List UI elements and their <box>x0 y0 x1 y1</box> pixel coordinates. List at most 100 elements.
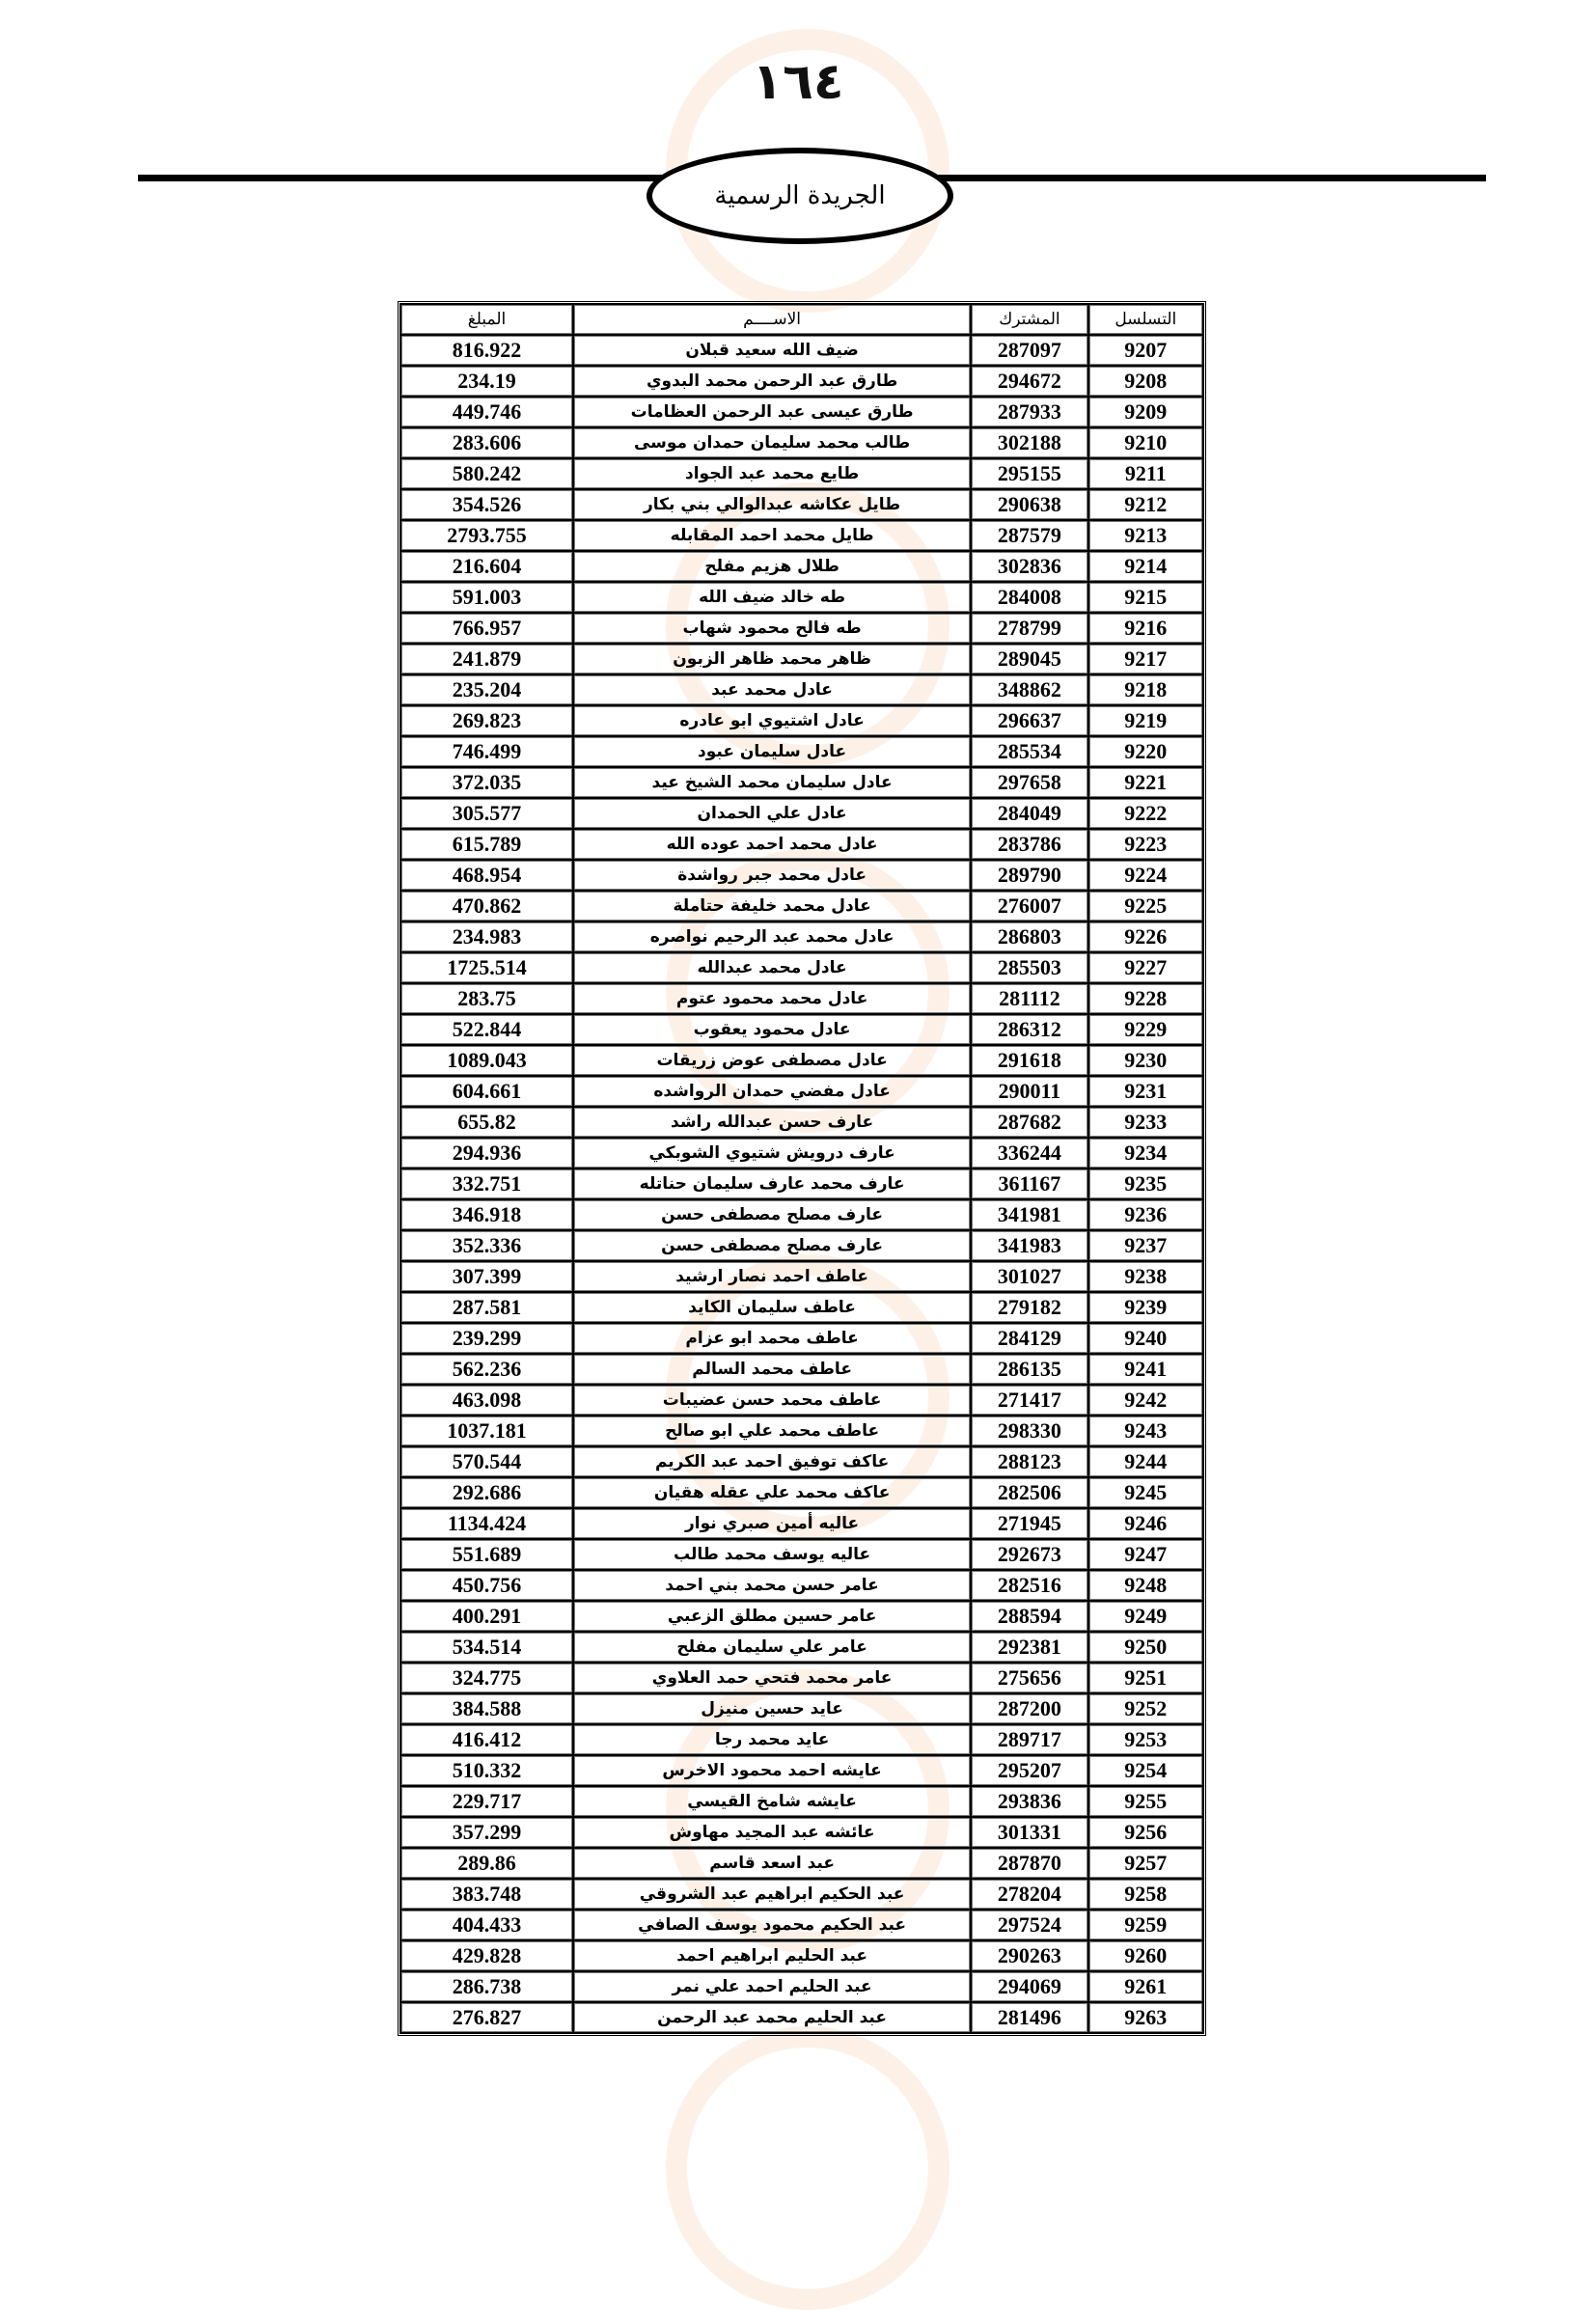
cell-name: عاليه أمين صبري نوار <box>572 1508 972 1539</box>
cell-subscriber: 284129 <box>971 1323 1088 1354</box>
cell-amount: 287.581 <box>400 1292 573 1323</box>
cell-amount: 2793.755 <box>400 520 573 551</box>
cell-sequence: 9235 <box>1087 1169 1203 1199</box>
table-row: 9211 295155 طايع محمد عبد الجواد 580.242 <box>400 458 1203 489</box>
cell-sequence: 9236 <box>1087 1199 1203 1230</box>
cell-name: عاكف توفيق احمد عبد الكريم <box>572 1446 972 1477</box>
cell-amount: 292.686 <box>400 1477 573 1508</box>
table-row: 9217 289045 ظاهر محمد ظاهر الزبون 241.879 <box>400 644 1203 674</box>
cell-name: عبد الحليم احمد علي نمر <box>572 1971 972 2002</box>
cell-subscriber: 289790 <box>971 860 1088 891</box>
table-row: 9240 284129 عاطف محمد ابو عزام 239.299 <box>400 1323 1203 1354</box>
cell-subscriber: 294069 <box>971 1971 1088 2002</box>
cell-name: طارق عيسى عبد الرحمن العظامات <box>572 397 972 427</box>
cell-sequence: 9225 <box>1087 891 1203 921</box>
cell-subscriber: 336244 <box>971 1138 1088 1169</box>
cell-name: عاطف محمد ابو عزام <box>572 1323 972 1354</box>
cell-sequence: 9220 <box>1087 736 1203 767</box>
cell-name: عارف مصلح مصطفى حسن <box>572 1230 972 1261</box>
table-row: 9218 348862 عادل محمد عبد 235.204 <box>400 674 1203 705</box>
cell-amount: 562.236 <box>400 1354 573 1385</box>
cell-amount: 307.399 <box>400 1261 573 1292</box>
cell-subscriber: 361167 <box>971 1169 1088 1199</box>
cell-subscriber: 297524 <box>971 1910 1088 1940</box>
cell-subscriber: 289045 <box>971 644 1088 674</box>
cell-sequence: 9219 <box>1087 705 1203 736</box>
cell-sequence: 9213 <box>1087 520 1203 551</box>
cell-name: عايد محمد رجا <box>572 1724 972 1755</box>
cell-sequence: 9231 <box>1087 1076 1203 1107</box>
cell-name: عادل محمد محمود عتوم <box>572 983 972 1014</box>
cell-sequence: 9226 <box>1087 921 1203 952</box>
cell-sequence: 9222 <box>1087 798 1203 829</box>
cell-subscriber: 292673 <box>971 1539 1088 1570</box>
cell-subscriber: 287200 <box>971 1693 1088 1724</box>
cell-subscriber: 281112 <box>971 983 1088 1014</box>
cell-sequence: 9244 <box>1087 1446 1203 1477</box>
cell-subscriber: 284049 <box>971 798 1088 829</box>
cell-amount: 429.828 <box>400 1940 573 1971</box>
cell-sequence: 9259 <box>1087 1910 1203 1940</box>
cell-sequence: 9238 <box>1087 1261 1203 1292</box>
cell-subscriber: 285503 <box>971 952 1088 983</box>
table-row: 9213 287579 طايل محمد احمد المقابله 2793.75… <box>400 520 1203 551</box>
cell-subscriber: 281496 <box>971 2002 1088 2033</box>
cell-amount: 655.82 <box>400 1107 573 1138</box>
table-row: 9219 296637 عادل اشتيوي ابو عادره 269.823 <box>400 705 1203 736</box>
table-row: 9253 289717 عايد محمد رجا 416.412 <box>400 1724 1203 1755</box>
cell-name: عادل محمد جبر رواشدة <box>572 860 972 891</box>
cell-amount: 384.588 <box>400 1693 573 1724</box>
cell-sequence: 9230 <box>1087 1045 1203 1076</box>
cell-sequence: 9207 <box>1087 335 1203 366</box>
cell-amount: 1134.424 <box>400 1508 573 1539</box>
cell-amount: 289.86 <box>400 1848 573 1879</box>
column-header-amount: المبلغ <box>400 304 573 335</box>
cell-name: طه خالد ضيف الله <box>572 582 972 613</box>
cell-sequence: 9263 <box>1087 2002 1203 2033</box>
cell-subscriber: 282506 <box>971 1477 1088 1508</box>
cell-amount: 816.922 <box>400 335 573 366</box>
column-header-subscriber: المشترك <box>971 304 1088 335</box>
cell-sequence: 9246 <box>1087 1508 1203 1539</box>
cell-amount: 239.299 <box>400 1323 573 1354</box>
cell-subscriber: 302188 <box>971 427 1088 458</box>
cell-subscriber: 295207 <box>971 1755 1088 1786</box>
cell-name: عاطف محمد علي ابو صالح <box>572 1416 972 1446</box>
cell-sequence: 9253 <box>1087 1724 1203 1755</box>
table-row: 9260 290263 عبد الحليم ابراهيم احمد 429.828 <box>400 1940 1203 1971</box>
cell-amount: 234.983 <box>400 921 573 952</box>
cell-sequence: 9243 <box>1087 1416 1203 1446</box>
cell-subscriber: 287097 <box>971 335 1088 366</box>
table-row: 9258 278204 عبد الحكيم ابراهيم عبد الشروقي… <box>400 1879 1203 1910</box>
cell-name: عادل اشتيوي ابو عادره <box>572 705 972 736</box>
table-row: 9254 295207 عايشه احمد محمود الاخرس 510.332 <box>400 1755 1203 1786</box>
cell-sequence: 9245 <box>1087 1477 1203 1508</box>
cell-name: عامر حسين مطلق الزعبي <box>572 1601 972 1632</box>
cell-sequence: 9214 <box>1087 551 1203 582</box>
cell-name: طايع محمد عبد الجواد <box>572 458 972 489</box>
cell-amount: 766.957 <box>400 613 573 644</box>
cell-sequence: 9261 <box>1087 1971 1203 2002</box>
cell-amount: 241.879 <box>400 644 573 674</box>
table-row: 9241 286135 عاطف محمد السالم 562.236 <box>400 1354 1203 1385</box>
table-row: 9214 302836 طلال هزيم مفلح 216.604 <box>400 551 1203 582</box>
cell-name: عاكف محمد علي عقله هقيان <box>572 1477 972 1508</box>
cell-sequence: 9215 <box>1087 582 1203 613</box>
cell-name: طارق عبد الرحمن محمد البدوي <box>572 366 972 397</box>
cell-amount: 470.862 <box>400 891 573 921</box>
cell-subscriber: 293836 <box>971 1786 1088 1817</box>
cell-name: طايل محمد احمد المقابله <box>572 520 972 551</box>
cell-sequence: 9257 <box>1087 1848 1203 1879</box>
cell-subscriber: 301331 <box>971 1817 1088 1848</box>
cell-sequence: 9227 <box>1087 952 1203 983</box>
cell-name: عايد حسين منيزل <box>572 1693 972 1724</box>
table-row: 9212 290638 طايل عكاشه عبدالوالي بني بكار 3… <box>400 489 1203 520</box>
cell-sequence: 9247 <box>1087 1539 1203 1570</box>
table-row: 9227 285503 عادل محمد عبدالله 1725.514 <box>400 952 1203 983</box>
cell-subscriber: 290263 <box>971 1940 1088 1971</box>
cell-sequence: 9242 <box>1087 1385 1203 1416</box>
cell-subscriber: 287870 <box>971 1848 1088 1879</box>
table-row: 9247 292673 عاليه يوسف محمد طالب 551.689 <box>400 1539 1203 1570</box>
cell-name: عاطف سليمان الكايد <box>572 1292 972 1323</box>
cell-subscriber: 282516 <box>971 1570 1088 1601</box>
